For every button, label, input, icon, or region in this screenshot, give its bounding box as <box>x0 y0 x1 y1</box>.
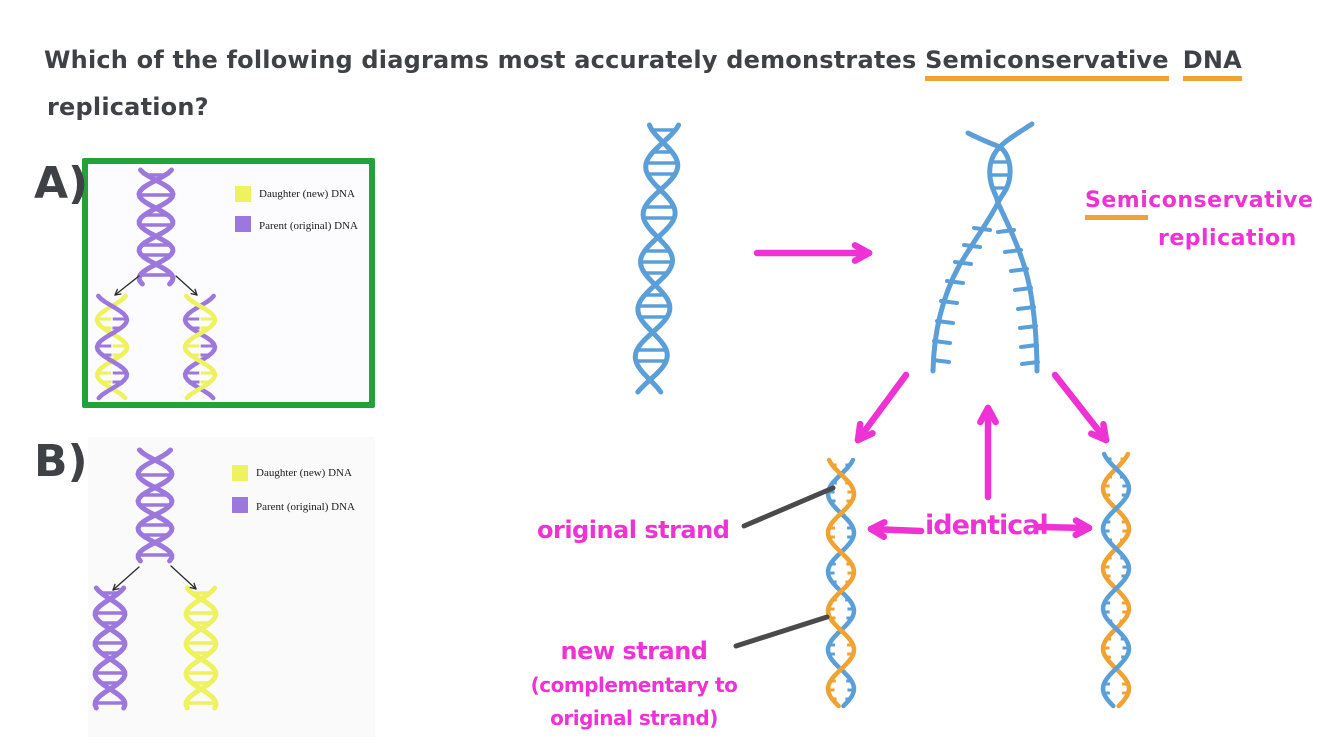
option-b-label: B) <box>34 436 88 487</box>
legend-swatch-daughter-a <box>235 186 251 202</box>
identical-label: identical <box>925 510 1049 541</box>
legend-swatch-parent-b <box>232 497 248 513</box>
semiconservative-label: Semiconservative <box>1085 188 1314 220</box>
legend-label-parent-b: Parent (original) DNA <box>256 501 355 513</box>
new-strand-line3: original strand) <box>550 706 718 730</box>
option-b-area[interactable] <box>88 437 375 737</box>
legend-label-daughter-b: Daughter (new) DNA <box>256 467 352 479</box>
question-text: Which of the following diagrams most acc… <box>44 46 1242 81</box>
legend-swatch-daughter-b <box>232 465 248 481</box>
replication-label: replication <box>1158 226 1297 251</box>
new-strand-line1: new strand <box>560 637 708 665</box>
legend-label-parent-a: Parent (original) DNA <box>259 220 358 232</box>
highlight-dna: DNA <box>1182 46 1242 81</box>
conservative-rest: conservative <box>1148 188 1314 213</box>
new-strand-label: new strand (complementary to original st… <box>519 634 749 734</box>
legend-label-daughter-a: Daughter (new) DNA <box>259 188 355 200</box>
question-prefix: Which of the following diagrams most acc… <box>44 46 917 74</box>
new-strand-line2: (complementary to <box>530 673 738 697</box>
original-strand-label: original strand <box>537 516 730 544</box>
question-line2: replication? <box>47 93 209 121</box>
option-a-label: A) <box>34 158 89 209</box>
highlight-semiconservative: Semiconservative <box>925 46 1169 81</box>
legend-swatch-parent-a <box>235 216 251 232</box>
semi-underlined: Semi <box>1085 188 1149 220</box>
